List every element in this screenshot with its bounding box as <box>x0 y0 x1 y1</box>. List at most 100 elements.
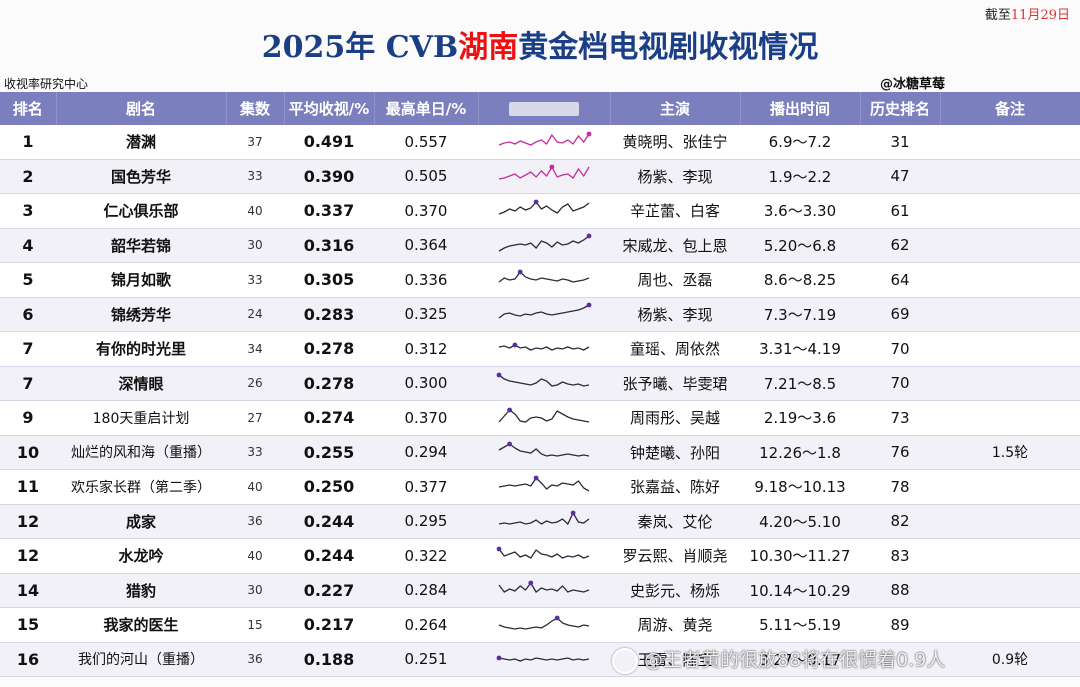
note-cell <box>940 573 1080 608</box>
table-row: 1 潜渊 37 0.491 0.557 黄晓明、张佳宁 6.9～7.2 31 <box>0 125 1080 160</box>
sparkline-peak-marker <box>549 164 555 170</box>
sparkline-chart <box>496 655 590 662</box>
cast-cell: 童瑶、周依然 <box>610 331 740 367</box>
peak-rating-cell: 0.505 <box>374 159 478 194</box>
air-period-cell: 3.31～4.19 <box>740 331 860 367</box>
sparkline-line <box>498 304 590 319</box>
history-rank-cell: 69 <box>860 297 940 332</box>
avg-rating-cell: 0.278 <box>284 331 374 367</box>
sparkline-peak-marker <box>517 269 523 275</box>
sparkline-line <box>498 165 590 180</box>
trend-sparkline-cell <box>478 469 610 505</box>
air-period-cell: 10.14～10.29 <box>740 573 860 608</box>
note-cell <box>940 297 1080 332</box>
cast-cell: 周游、黄尧 <box>610 607 740 643</box>
drama-name-cell: 我家的医生 <box>56 607 226 643</box>
cutoff-date: 截至11月29日 <box>985 4 1070 23</box>
trend-sparkline-cell <box>478 262 610 298</box>
rank-cell: 12 <box>0 504 56 539</box>
drama-name-cell: 180天重启计划 <box>56 400 226 436</box>
page-title: 2025年 CVB湖南黄金档电视剧收视情况 <box>0 22 1080 66</box>
rank-cell: 5 <box>0 262 56 298</box>
sparkline-line <box>498 443 590 457</box>
rank-cell: 1 <box>0 125 56 160</box>
history-rank-cell: 78 <box>860 469 940 505</box>
trend-sparkline-cell <box>478 125 610 160</box>
drama-name-cell: 有你的时光里 <box>56 331 226 367</box>
header-name: 剧名 <box>56 92 227 125</box>
sparkline-peak-marker <box>533 475 539 481</box>
history-rank-cell: 62 <box>860 228 940 263</box>
header-rank: 排名 <box>0 92 57 125</box>
trend-sparkline-cell <box>478 642 610 677</box>
history-rank-cell: 82 <box>860 504 940 539</box>
sparkline-line <box>498 548 590 559</box>
sparkline-peak-marker <box>586 302 592 308</box>
blurred-header <box>509 102 579 116</box>
sparkline-line <box>498 200 590 215</box>
air-period-cell: 8.6～8.25 <box>740 262 860 298</box>
air-period-cell: 1.9～2.2 <box>740 159 860 194</box>
peak-rating-cell: 0.325 <box>374 297 478 332</box>
note-cell <box>940 193 1080 229</box>
avg-rating-cell: 0.217 <box>284 607 374 643</box>
table-body: 1 潜渊 37 0.491 0.557 黄晓明、张佳宁 6.9～7.2 31 2 国色芳华 33 0.… <box>0 125 1080 677</box>
history-rank-cell: 47 <box>860 159 940 194</box>
table-row: 7 有你的时光里 34 0.278 0.312 童瑶、周依然 3.31～4.19 70 <box>0 331 1080 367</box>
air-period-cell: 3.6～3.30 <box>740 193 860 229</box>
episodes-cell: 37 <box>226 125 284 160</box>
cast-cell: 宋威龙、包上恩 <box>610 228 740 263</box>
watermark: @王者黄的很放88将在很惯着0.9人 <box>612 645 945 674</box>
sparkline-line <box>498 344 590 351</box>
drama-name-cell: 深情眼 <box>56 366 226 401</box>
air-period-cell: 3.27～9.17 <box>740 642 860 677</box>
drama-name-cell: 锦月如歌 <box>56 262 226 298</box>
header-peak: 最高单日/% <box>374 92 479 125</box>
note-cell: 1.5轮 <box>940 435 1080 470</box>
sparkline-line <box>498 270 590 283</box>
cast-cell: 张予曦、毕雯珺 <box>610 366 740 401</box>
sparkline-peak-marker <box>528 580 534 586</box>
air-period-cell: 4.20～5.10 <box>740 504 860 539</box>
cast-cell: 周也、丞磊 <box>610 262 740 298</box>
sparkline-line <box>498 657 590 662</box>
note-cell <box>940 366 1080 401</box>
sparkline-peak-marker <box>512 342 518 348</box>
trend-sparkline-cell <box>478 538 610 574</box>
header-period: 播出时间 <box>740 92 861 125</box>
peak-rating-cell: 0.377 <box>374 469 478 505</box>
table-row: 12 成家 36 0.244 0.295 秦岚、艾伦 4.20～5.10 82 <box>0 504 1080 539</box>
episodes-cell: 36 <box>226 642 284 677</box>
trend-sparkline-cell <box>478 297 610 332</box>
note-cell <box>940 504 1080 539</box>
sparkline-line <box>498 511 590 526</box>
cast-cell: 张嘉益、陈好 <box>610 469 740 505</box>
sparkline-chart <box>498 580 590 594</box>
drama-name-cell: 我们的河山（重播） <box>56 642 226 677</box>
drama-name-cell: 国色芳华 <box>56 159 226 194</box>
cast-cell: 辛芷蕾、白客 <box>610 193 740 229</box>
air-period-cell: 9.18～10.13 <box>740 469 860 505</box>
episodes-cell: 24 <box>226 297 284 332</box>
sparkline-line <box>498 408 590 423</box>
sparkline-chart <box>498 131 592 146</box>
rank-cell: 2 <box>0 159 56 194</box>
cast-cell: 秦岚、艾伦 <box>610 504 740 539</box>
sparkline-chart <box>498 441 590 457</box>
sparkline-peak-marker <box>533 199 539 205</box>
note-cell <box>940 159 1080 194</box>
cast-cell: 黄晓明、张佳宁 <box>610 125 740 160</box>
sparkline-chart <box>498 615 590 630</box>
drama-name-cell: 仁心俱乐部 <box>56 193 226 229</box>
ratings-table: 排名 剧名 集数 平均收视/% 最高单日/% 主演 播出时间 历史排名 备注 1… <box>0 92 1080 677</box>
table-row: 4 韶华若锦 30 0.316 0.364 宋威龙、包上恩 5.20～6.8 62 <box>0 228 1080 263</box>
trend-sparkline-cell <box>478 504 610 539</box>
header-row: 排名 剧名 集数 平均收视/% 最高单日/% 主演 播出时间 历史排名 备注 <box>0 92 1080 125</box>
history-rank-cell: 61 <box>860 193 940 229</box>
air-period-cell: 7.3～7.19 <box>740 297 860 332</box>
trend-sparkline-cell <box>478 607 610 643</box>
peak-rating-cell: 0.264 <box>374 607 478 643</box>
sparkline-chart <box>498 510 590 526</box>
note-cell <box>940 228 1080 263</box>
rank-cell: 7 <box>0 331 56 367</box>
